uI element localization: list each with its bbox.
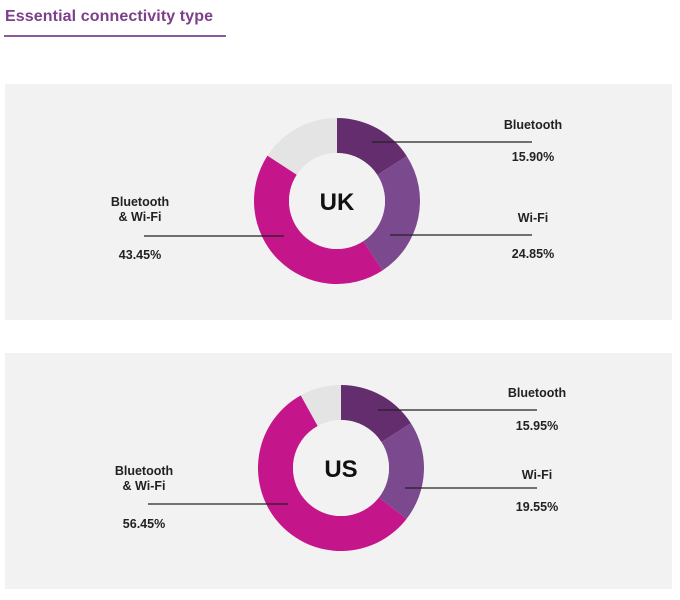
category-label: Bluetooth (111, 195, 169, 209)
us-chart-panel: US Bluetooth 15.95% Wi-Fi 19.55% Bluetooth & W… (5, 353, 672, 589)
value-label: 56.45% (123, 517, 165, 531)
donut-center-label: US (324, 456, 357, 483)
donut-hole (289, 153, 385, 249)
category-label: & Wi-Fi (119, 210, 162, 224)
donut-slice-bluetooth (341, 385, 411, 443)
category-label: & Wi-Fi (123, 479, 166, 493)
value-label: 24.85% (512, 247, 554, 261)
uk-chart-panel: UK Bluetooth 15.90% Wi-Fi 24.85% Bluetooth & W… (5, 84, 672, 320)
donut-center-label: UK (320, 189, 355, 216)
donut-slice-bluetooth-wi-fi (258, 395, 407, 551)
category-label: Bluetooth (504, 118, 562, 132)
value-label: 19.55% (516, 500, 558, 514)
value-label: 15.90% (512, 150, 554, 164)
donut-slice-remainder (300, 385, 341, 427)
donut-slice-wi-fi (363, 156, 420, 271)
donut-slice-bluetooth-wi-fi (253, 155, 383, 284)
donut-slice-remainder (267, 118, 337, 175)
donut-slice-bluetooth (337, 118, 407, 176)
value-label: 43.45% (119, 248, 161, 262)
category-label: Wi-Fi (518, 211, 548, 225)
category-label: Wi-Fi (522, 468, 552, 482)
category-label: Bluetooth (508, 386, 566, 400)
value-label: 15.95% (516, 419, 558, 433)
page-title: Essential connectivity type (5, 8, 214, 25)
category-label: Bluetooth (115, 464, 173, 478)
title-underline (4, 35, 226, 37)
donut-slice-wi-fi (378, 423, 424, 519)
donut-hole (293, 420, 389, 516)
